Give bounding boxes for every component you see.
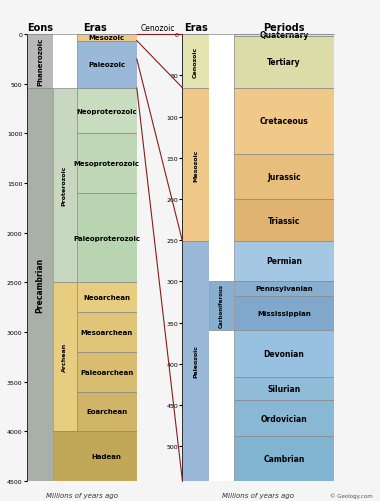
- Bar: [182, 35, 209, 89]
- Bar: [77, 283, 137, 313]
- Bar: [53, 431, 137, 481]
- Bar: [77, 352, 137, 392]
- Text: Eoarchean: Eoarchean: [86, 409, 127, 415]
- Bar: [27, 35, 53, 89]
- Bar: [182, 241, 209, 481]
- Text: Periods: Periods: [263, 23, 305, 33]
- Text: Jurassic: Jurassic: [267, 172, 301, 181]
- Text: Proterozoic: Proterozoic: [62, 166, 66, 206]
- Text: Archean: Archean: [62, 343, 66, 372]
- Bar: [234, 35, 334, 37]
- Bar: [53, 283, 137, 431]
- Text: Tertiary: Tertiary: [267, 58, 301, 67]
- Text: Mesoarchean: Mesoarchean: [81, 329, 133, 335]
- Text: Eras: Eras: [83, 23, 107, 33]
- Bar: [234, 89, 334, 154]
- Text: © Geology.com: © Geology.com: [329, 493, 372, 498]
- Text: Eras: Eras: [184, 23, 207, 33]
- Bar: [234, 154, 334, 199]
- Text: Phanerozoic: Phanerozoic: [37, 38, 43, 86]
- Text: Paleozoic: Paleozoic: [88, 62, 125, 68]
- Bar: [77, 392, 137, 431]
- Text: Permian: Permian: [266, 257, 302, 266]
- Text: Quaternary: Quaternary: [260, 32, 309, 41]
- Bar: [182, 89, 209, 241]
- Bar: [234, 400, 334, 436]
- Bar: [234, 297, 334, 331]
- Text: Paleoarchean: Paleoarchean: [80, 369, 133, 375]
- Bar: [77, 89, 137, 134]
- Bar: [234, 281, 334, 297]
- Text: Millions of years ago: Millions of years ago: [46, 492, 118, 498]
- Bar: [234, 241, 334, 281]
- Text: Hadean: Hadean: [92, 453, 122, 459]
- Bar: [77, 42, 137, 89]
- Bar: [53, 89, 137, 283]
- Text: Precambrian: Precambrian: [35, 258, 44, 313]
- Text: Pennsylvanian: Pennsylvanian: [255, 286, 313, 292]
- Bar: [234, 37, 334, 89]
- Bar: [27, 89, 53, 481]
- Text: Cenozoic: Cenozoic: [193, 46, 198, 77]
- Bar: [77, 134, 137, 193]
- Bar: [77, 193, 137, 283]
- Bar: [234, 199, 334, 241]
- Text: Ordovician: Ordovician: [261, 414, 307, 423]
- Text: Eons: Eons: [27, 23, 53, 33]
- Text: Cenozoic: Cenozoic: [141, 24, 175, 33]
- Text: Paleozoic: Paleozoic: [193, 345, 198, 378]
- Bar: [209, 281, 234, 331]
- Text: Cretaceous: Cretaceous: [260, 117, 309, 126]
- Text: Millions of years ago: Millions of years ago: [222, 492, 294, 498]
- Text: Mesozoic: Mesozoic: [89, 35, 125, 41]
- Text: Neoarchean: Neoarchean: [83, 295, 130, 301]
- Bar: [77, 313, 137, 352]
- Text: Triassic: Triassic: [268, 216, 300, 225]
- Text: Mississippian: Mississippian: [257, 311, 311, 317]
- Text: Devonian: Devonian: [264, 349, 304, 358]
- Bar: [234, 436, 334, 481]
- Bar: [234, 331, 334, 377]
- Bar: [77, 35, 137, 42]
- Text: Cambrian: Cambrian: [263, 454, 305, 463]
- Text: Neoproterozoic: Neoproterozoic: [76, 109, 137, 114]
- Text: Mesoproterozoic: Mesoproterozoic: [74, 161, 140, 167]
- Text: Carboniferous: Carboniferous: [219, 284, 224, 328]
- Text: Paleoproterozoic: Paleoproterozoic: [73, 235, 140, 241]
- Bar: [234, 377, 334, 400]
- Text: Silurian: Silurian: [268, 384, 301, 393]
- Text: Mesozoic: Mesozoic: [193, 149, 198, 181]
